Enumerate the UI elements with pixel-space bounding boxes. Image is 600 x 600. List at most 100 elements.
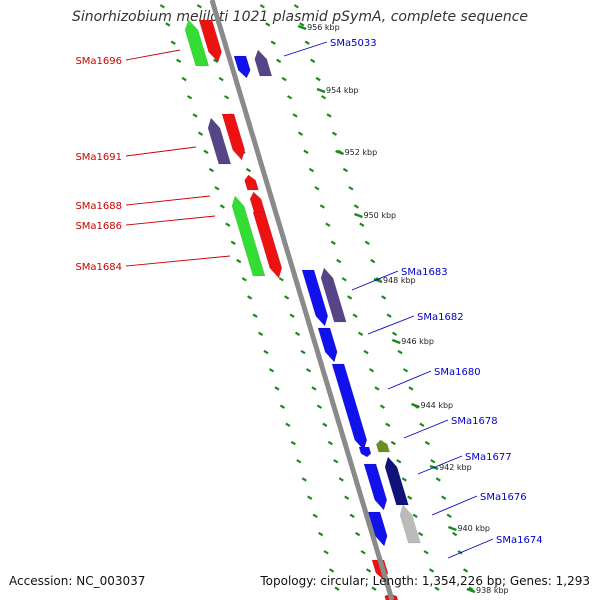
tick-mark — [170, 40, 176, 45]
tick-mark — [419, 422, 425, 428]
gene-arrow — [231, 195, 266, 277]
leader-line — [125, 49, 181, 61]
tick-mark — [386, 313, 392, 318]
tick-mark — [342, 167, 349, 173]
leader-line — [125, 255, 231, 267]
gene-arrow — [198, 19, 222, 63]
tick-mark — [303, 149, 309, 155]
tick-mark — [468, 586, 474, 591]
major-tick — [335, 149, 345, 156]
kbp-label: 956 kbp — [307, 23, 340, 32]
kbp-label: 954 kbp — [326, 86, 359, 95]
tick-mark — [314, 186, 320, 191]
tick-mark — [355, 531, 361, 537]
tick-mark — [365, 568, 372, 573]
gene-label-forward: SMa1680 — [434, 367, 481, 378]
tick-mark — [274, 386, 280, 391]
leader-line — [367, 315, 415, 335]
leader-line — [403, 419, 449, 439]
tick-mark — [412, 513, 418, 519]
tick-mark — [284, 295, 290, 300]
gene-labels: SMa1696 SMa1691 SMa1688 SMa1686 SMa1684 SMa50… — [75, 38, 542, 546]
tick-mark — [391, 331, 398, 337]
tick-mark — [379, 404, 386, 409]
tick-mark — [446, 513, 452, 519]
tick-mark — [310, 58, 316, 64]
tick-mark — [297, 131, 304, 136]
leader-line — [387, 370, 432, 390]
tick-mark — [278, 277, 284, 282]
tick-mark — [263, 349, 269, 355]
gene-label-forward: SMa1682 — [417, 312, 464, 323]
tick-mark — [187, 95, 193, 100]
tick-mark — [259, 4, 265, 9]
tick-mark — [424, 440, 430, 446]
leader-line — [283, 41, 328, 57]
tick-marks — [159, 4, 476, 594]
tick-mark — [435, 477, 441, 482]
major-tick — [297, 24, 307, 31]
gene-label-reverse: SMa1686 — [75, 221, 122, 232]
kbp-label: 946 kbp — [401, 337, 434, 346]
tick-mark — [434, 586, 440, 591]
tick-mark — [352, 313, 358, 318]
tick-mark — [326, 113, 332, 118]
tick-mark — [430, 459, 436, 464]
tick-mark — [333, 459, 339, 464]
tick-mark — [192, 113, 198, 118]
tick-mark — [348, 186, 354, 191]
tick-mark — [441, 495, 447, 500]
tick-mark — [159, 4, 165, 9]
tick-mark — [330, 240, 336, 246]
tick-mark — [270, 40, 276, 45]
gene-label-forward: SMa1674 — [496, 535, 543, 546]
gene-arrow — [384, 456, 409, 506]
tick-mark — [407, 495, 413, 500]
tick-mark — [401, 477, 407, 482]
gene-label-reverse: SMa1696 — [75, 56, 122, 67]
tick-mark — [338, 477, 344, 482]
tick-mark — [336, 258, 342, 264]
gene-arrow — [249, 191, 266, 213]
tick-mark — [245, 167, 252, 173]
gene-arrow — [317, 327, 338, 363]
gene-label-reverse: SMa1688 — [75, 201, 122, 212]
kbp-label: 942 kbp — [439, 463, 472, 472]
tick-mark — [296, 459, 302, 464]
tick-mark — [265, 22, 271, 27]
tick-mark — [305, 368, 312, 373]
tick-mark — [318, 531, 324, 537]
kbp-label: 944 kbp — [421, 401, 454, 410]
tick-mark — [311, 386, 317, 391]
tick-mark — [357, 331, 364, 337]
gene-arrow — [254, 49, 273, 77]
tick-mark — [341, 277, 347, 282]
tick-mark — [374, 386, 380, 391]
tick-mark — [321, 95, 327, 100]
gene-label-reverse: SMa1684 — [75, 262, 122, 273]
backbone-line — [209, 0, 395, 600]
tick-mark — [252, 313, 258, 318]
gene-arrow — [184, 19, 210, 67]
tick-mark — [290, 440, 296, 446]
tick-mark — [287, 95, 293, 100]
tick-mark — [322, 422, 328, 428]
tick-mark — [203, 149, 209, 155]
tick-mark — [360, 550, 366, 555]
tick-mark — [236, 258, 242, 264]
tick-mark — [214, 186, 220, 191]
gene-arrow — [244, 174, 259, 191]
tick-mark — [213, 58, 219, 64]
tick-mark — [281, 76, 287, 82]
leader-line — [431, 495, 478, 516]
major-tick — [354, 212, 363, 219]
tick-mark — [368, 368, 375, 373]
tick-mark — [165, 22, 171, 27]
tick-mark — [396, 459, 402, 464]
tick-mark — [294, 331, 301, 337]
tick-mark — [328, 568, 335, 573]
tick-mark — [219, 204, 225, 209]
tick-mark — [325, 222, 331, 227]
